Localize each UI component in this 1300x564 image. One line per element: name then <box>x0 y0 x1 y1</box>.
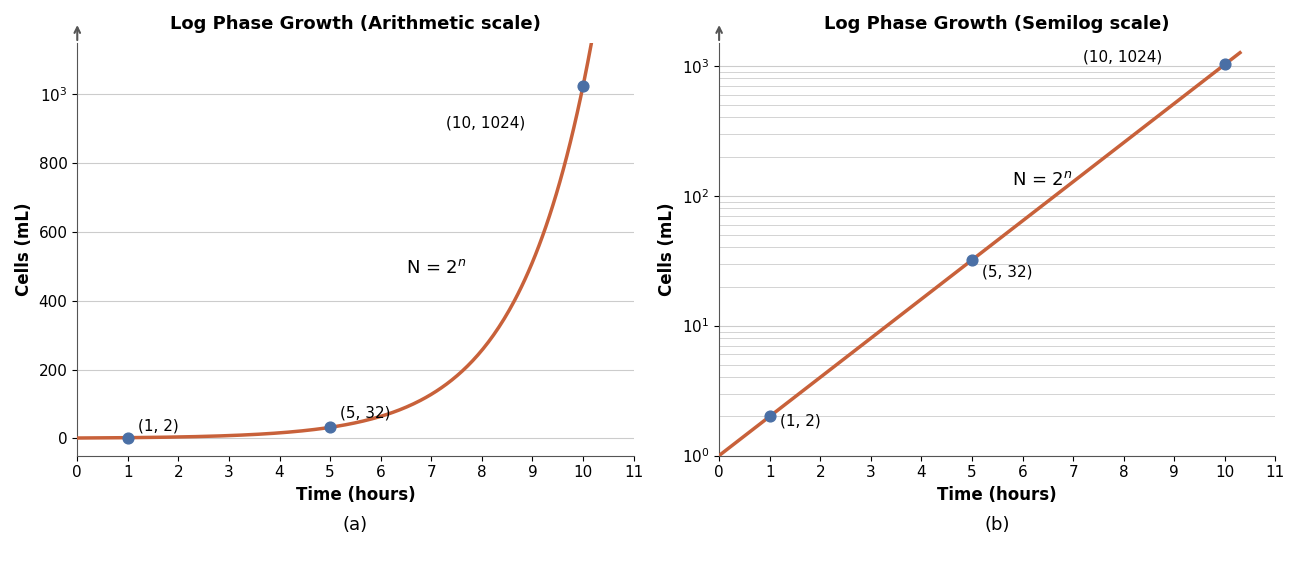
Text: (b): (b) <box>984 516 1010 534</box>
Text: (5, 32): (5, 32) <box>341 405 391 420</box>
Y-axis label: Cells (mL): Cells (mL) <box>658 202 676 296</box>
Y-axis label: Cells (mL): Cells (mL) <box>16 202 32 296</box>
Text: (a): (a) <box>343 516 368 534</box>
Point <box>759 412 780 421</box>
Point <box>117 433 138 442</box>
X-axis label: Time (hours): Time (hours) <box>937 486 1057 504</box>
Title: Log Phase Growth (Semilog scale): Log Phase Growth (Semilog scale) <box>824 15 1170 33</box>
Point <box>962 255 983 265</box>
Point <box>1214 60 1235 69</box>
Text: (10, 1024): (10, 1024) <box>1083 50 1162 65</box>
Text: (1, 2): (1, 2) <box>138 419 178 434</box>
Text: (10, 1024): (10, 1024) <box>446 116 525 130</box>
X-axis label: Time (hours): Time (hours) <box>295 486 415 504</box>
Text: N = 2$^n$: N = 2$^n$ <box>1013 171 1074 190</box>
Text: (1, 2): (1, 2) <box>780 413 820 429</box>
Title: Log Phase Growth (Arithmetic scale): Log Phase Growth (Arithmetic scale) <box>170 15 541 33</box>
Text: N = 2$^n$: N = 2$^n$ <box>406 259 467 277</box>
Point <box>320 423 341 432</box>
Text: (5, 32): (5, 32) <box>982 264 1032 279</box>
Point <box>572 82 593 91</box>
